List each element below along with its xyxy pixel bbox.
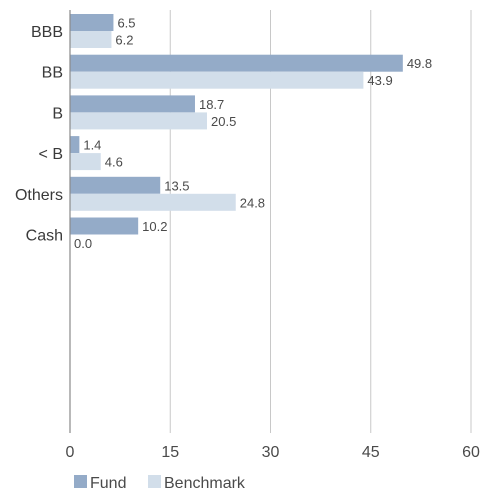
data-label: 20.5 [211, 114, 236, 129]
x-tick-label: 15 [161, 444, 179, 461]
bar-fund [70, 176, 161, 194]
legend-label-benchmark: Benchmark [164, 475, 246, 492]
data-label: 6.2 [115, 33, 133, 48]
bar-benchmark [70, 193, 236, 211]
category-label: < B [39, 146, 63, 163]
x-tick-label: 60 [462, 444, 480, 461]
category-label: B [52, 105, 63, 122]
category-label: BB [42, 65, 63, 82]
category-label: BBB [31, 24, 63, 41]
bar-benchmark [70, 31, 112, 48]
bar-fund [70, 136, 80, 154]
data-label: 18.7 [199, 97, 224, 112]
x-tick-label: 45 [362, 444, 380, 461]
data-label: 0.0 [74, 236, 92, 251]
bar-fund [70, 95, 195, 113]
bar-benchmark [70, 112, 208, 130]
bar-fund [70, 14, 114, 31]
data-label: 4.6 [105, 155, 123, 170]
data-label: 1.4 [83, 138, 101, 153]
bar-benchmark [70, 153, 101, 171]
legend-swatch-benchmark [148, 475, 161, 488]
data-label: 10.2 [142, 219, 167, 234]
bar-fund [70, 217, 139, 235]
x-tick-label: 30 [262, 444, 280, 461]
data-label: 43.9 [367, 73, 392, 88]
data-label: 49.8 [407, 56, 432, 71]
data-label: 13.5 [164, 178, 189, 193]
legend-swatch-fund [74, 475, 87, 488]
data-label: 24.8 [240, 195, 265, 210]
legend-label-fund: Fund [90, 475, 126, 492]
bar-fund [70, 54, 403, 72]
category-label: Cash [26, 228, 63, 245]
category-label: Others [15, 187, 63, 204]
data-label: 6.5 [117, 16, 135, 31]
x-tick-label: 0 [66, 444, 75, 461]
bar-benchmark [70, 71, 364, 89]
